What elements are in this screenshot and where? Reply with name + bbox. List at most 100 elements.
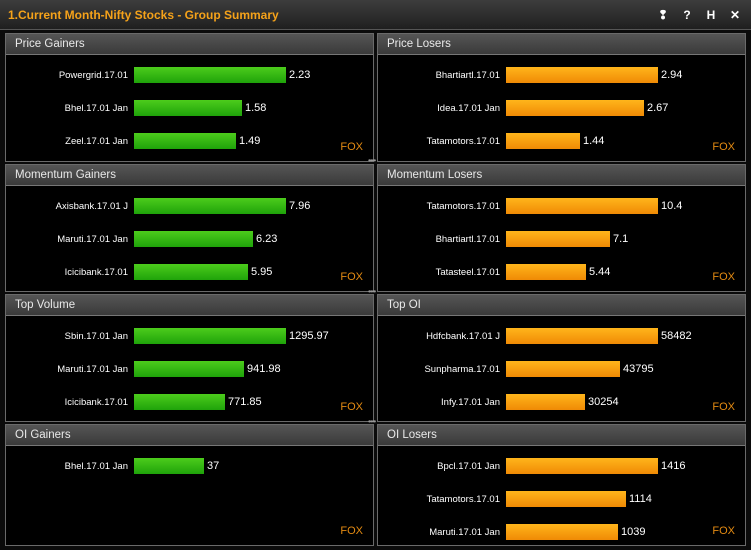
- list-item[interactable]: Idea.17.01 Jan 2.67: [378, 100, 745, 116]
- value-bar: [134, 328, 286, 344]
- list-item[interactable]: Sbin.17.01 Jan 1295.97: [6, 328, 373, 344]
- value-label: 1.44: [583, 135, 605, 147]
- symbol-label: Tatasteel.17.01: [435, 267, 500, 278]
- panel-title: Price Gainers: [15, 38, 85, 50]
- value-bar: [506, 458, 658, 474]
- list-item[interactable]: Axisbank.17.01 J 7.96: [6, 198, 373, 214]
- fox-link[interactable]: FOX: [340, 525, 363, 537]
- value-label: 30254: [588, 396, 619, 408]
- list-item[interactable]: Tatasteel.17.01 5.44: [378, 264, 745, 280]
- fox-link[interactable]: FOX: [712, 141, 735, 153]
- value-bar: [134, 133, 236, 149]
- symbol-label: Idea.17.01 Jan: [437, 103, 500, 114]
- panel-header: Momentum Losers: [378, 165, 745, 186]
- help-icon[interactable]: ?: [683, 8, 691, 22]
- panel-title: OI Losers: [387, 429, 437, 441]
- fox-link[interactable]: FOX: [712, 525, 735, 537]
- list-item[interactable]: Maruti.17.01 Jan 941.98: [6, 361, 373, 377]
- pin-icon[interactable]: ❢: [657, 8, 669, 22]
- symbol-label: Powergrid.17.01: [58, 70, 128, 81]
- fox-link[interactable]: FOX: [712, 271, 735, 283]
- symbol-label: Bhartiartl.17.01: [435, 234, 500, 245]
- value-label: 771.85: [228, 396, 262, 408]
- list-item[interactable]: Bhel.17.01 Jan 1.58: [6, 100, 373, 116]
- value-label: 1.49: [239, 135, 261, 147]
- panel-title: Top OI: [387, 299, 421, 311]
- list-item[interactable]: Zeel.17.01 Jan 1.49: [6, 133, 373, 149]
- panel-top-volume: Top Volume Sbin.17.01 Jan 1295.97 Maruti.17…: [5, 294, 374, 422]
- value-label: 941.98: [247, 363, 281, 375]
- value-bar: [134, 231, 253, 247]
- list-item[interactable]: Bpcl.17.01 Jan 1416: [378, 458, 745, 474]
- splitter-grip-3[interactable]: ••••: [368, 417, 376, 426]
- value-label: 7.1: [613, 233, 629, 245]
- list-item[interactable]: Icicibank.17.01 771.85: [6, 394, 373, 410]
- value-label: 5.95: [251, 266, 273, 278]
- list-item[interactable]: Hdfcbank.17.01 J 58482: [378, 328, 745, 344]
- panel-header: Momentum Gainers: [6, 165, 373, 186]
- value-bar: [506, 231, 610, 247]
- fox-link[interactable]: FOX: [340, 271, 363, 283]
- list-item[interactable]: Maruti.17.01 Jan 1039: [378, 524, 745, 540]
- list-item[interactable]: Bhartiartl.17.01 7.1: [378, 231, 745, 247]
- symbol-label: Bpcl.17.01 Jan: [437, 461, 500, 472]
- list-item[interactable]: Sunpharma.17.01 43795: [378, 361, 745, 377]
- panel-title: Top Volume: [15, 299, 76, 311]
- symbol-label: Maruti.17.01 Jan: [429, 527, 500, 538]
- panel-title: OI Gainers: [15, 429, 71, 441]
- symbol-label: Hdfcbank.17.01 J: [426, 331, 500, 342]
- list-item[interactable]: Tatamotors.17.01 1.44: [378, 133, 745, 149]
- symbol-label: Sunpharma.17.01: [424, 364, 500, 375]
- value-bar: [506, 100, 644, 116]
- list-item[interactable]: Icicibank.17.01 5.95: [6, 264, 373, 280]
- symbol-label: Infy.17.01 Jan: [441, 397, 500, 408]
- list-item[interactable]: Tatamotors.17.01 10.4: [378, 198, 745, 214]
- panel-momentum-losers: Momentum Losers Tatamotors.17.01 10.4 Bhart…: [377, 164, 746, 292]
- symbol-label: Bhel.17.01 Jan: [64, 103, 128, 114]
- panel-oi-losers: OI Losers Bpcl.17.01 Jan 1416 Tatamotors.17…: [377, 424, 746, 546]
- value-bar: [134, 100, 242, 116]
- hide-icon[interactable]: H: [706, 8, 716, 22]
- symbol-label: Sbin.17.01 Jan: [64, 331, 128, 342]
- fox-link[interactable]: FOX: [712, 401, 735, 413]
- panel-top-oi: Top OI Hdfcbank.17.01 J 58482 Sunpharma.17.…: [377, 294, 746, 422]
- symbol-label: Tatamotors.17.01: [426, 201, 500, 212]
- splitter-grip-1[interactable]: ••••: [368, 156, 376, 165]
- value-bar: [506, 264, 586, 280]
- value-label: 2.94: [661, 69, 683, 81]
- window-title: 1.Current Month-Nifty Stocks - Group Sum…: [8, 8, 279, 22]
- value-label: 1295.97: [289, 330, 329, 342]
- list-item[interactable]: Bhartiartl.17.01 2.94: [378, 67, 745, 83]
- panel-header: Top Volume: [6, 295, 373, 316]
- list-item[interactable]: Tatamotors.17.01 1114: [378, 491, 745, 507]
- panel-oi-gainers: OI Gainers Bhel.17.01 Jan 37 FOX: [5, 424, 374, 546]
- value-label: 1039: [621, 526, 646, 538]
- list-item[interactable]: Infy.17.01 Jan 30254: [378, 394, 745, 410]
- value-bar: [134, 67, 286, 83]
- list-item[interactable]: Powergrid.17.01 2.23: [6, 67, 373, 83]
- panel-header: Price Gainers: [6, 34, 373, 55]
- list-item[interactable]: Maruti.17.01 Jan 6.23: [6, 231, 373, 247]
- value-bar: [134, 264, 248, 280]
- fox-link[interactable]: FOX: [340, 401, 363, 413]
- value-bar: [134, 458, 204, 474]
- symbol-label: Bhel.17.01 Jan: [64, 461, 128, 472]
- value-bar: [134, 361, 244, 377]
- symbol-label: Icicibank.17.01: [64, 397, 128, 408]
- value-bar: [506, 394, 585, 410]
- close-icon[interactable]: ✕: [729, 8, 741, 22]
- value-bar: [506, 133, 580, 149]
- value-bar: [134, 394, 225, 410]
- fox-link[interactable]: FOX: [340, 141, 363, 153]
- value-label: 5.44: [589, 266, 611, 278]
- symbol-label: Maruti.17.01 Jan: [57, 234, 128, 245]
- splitter-grip-2[interactable]: ••••: [368, 287, 376, 296]
- symbol-label: Axisbank.17.01 J: [55, 201, 128, 212]
- panel-price-gainers: Price Gainers Powergrid.17.01 2.23 Bhel.17.…: [5, 33, 374, 162]
- panel-title: Momentum Gainers: [15, 169, 116, 181]
- list-item[interactable]: Bhel.17.01 Jan 37: [6, 458, 373, 474]
- value-bar: [134, 198, 286, 214]
- panel-title: Momentum Losers: [387, 169, 483, 181]
- value-bar: [506, 67, 658, 83]
- value-label: 1.58: [245, 102, 267, 114]
